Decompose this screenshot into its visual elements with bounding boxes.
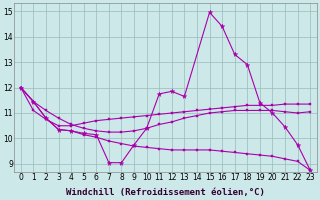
X-axis label: Windchill (Refroidissement éolien,°C): Windchill (Refroidissement éolien,°C) — [66, 188, 265, 197]
